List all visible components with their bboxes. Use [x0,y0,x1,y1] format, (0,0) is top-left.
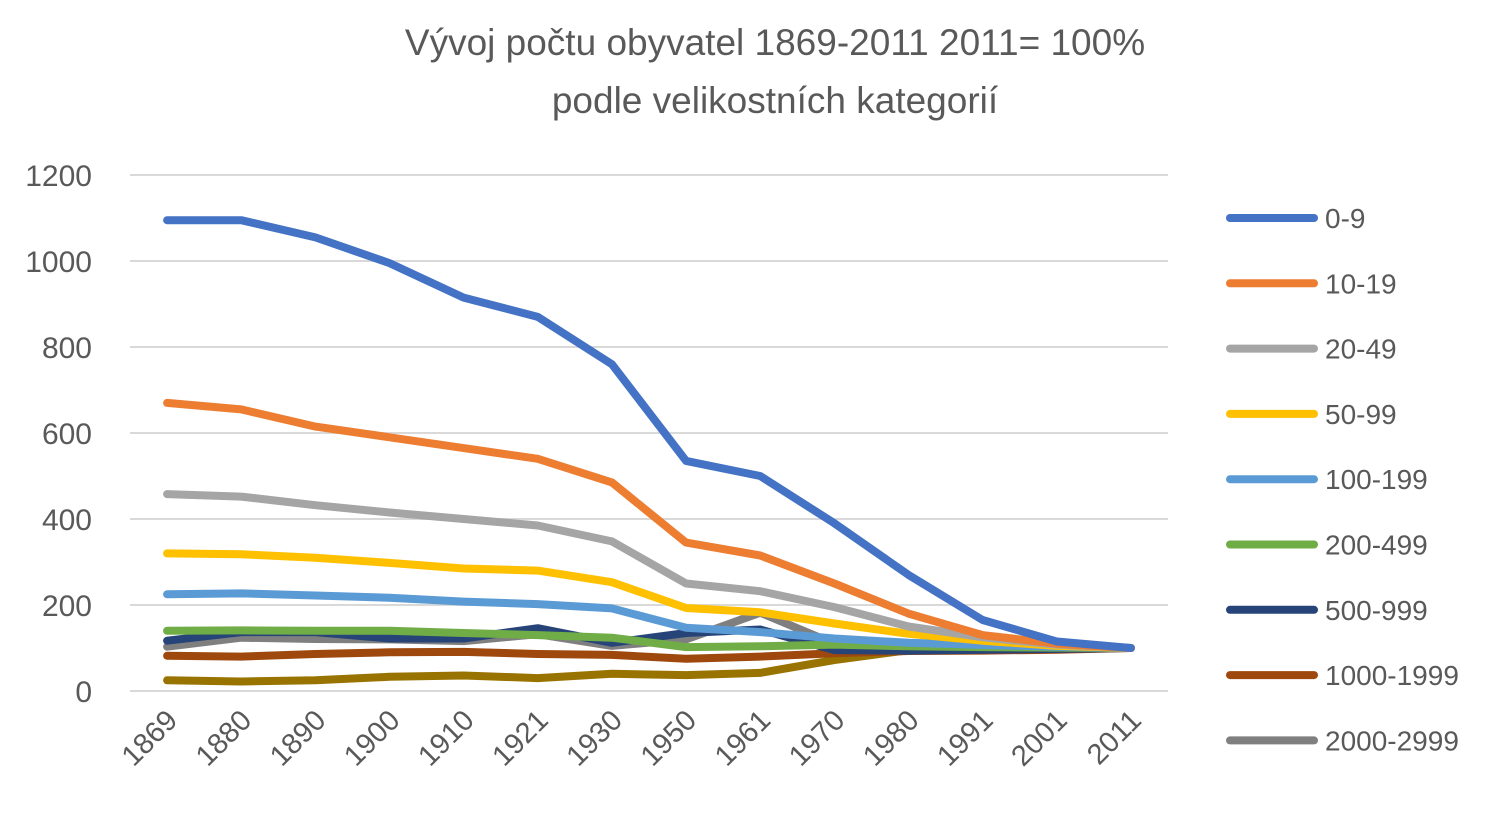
y-tick-label: 1200 [25,160,92,193]
legend-label: 50-99 [1325,399,1397,430]
x-tick-label: 1910 [412,704,480,772]
x-tick-label: 1921 [486,704,554,772]
chart-subtitle: podle velikostních kategorií [551,80,999,121]
y-tick-label: 800 [42,332,92,365]
x-tick-label: 2011 [1081,704,1148,771]
legend-label: 1000-1999 [1325,660,1459,691]
y-tick-label: 1000 [25,246,92,279]
legend-label: 100-199 [1325,464,1428,495]
y-tick-label: 0 [75,676,92,709]
legend-label: 20-49 [1325,334,1397,365]
legend-label: 0-9 [1325,203,1365,234]
x-tick-label: 2001 [1005,704,1073,772]
chart-title: Vývoj počtu obyvatel 1869-2011 2011= 100… [404,22,1146,63]
x-tick-label: 1991 [931,704,999,772]
y-tick-label: 400 [42,504,92,537]
legend-label: 500-999 [1325,595,1428,626]
series-line-100-199 [163,589,1135,652]
x-tick-label: 1890 [264,704,332,772]
gridlines [130,174,1168,692]
series-line-50-99 [163,549,1135,652]
legend: 0-9 10-19 20-49 50-99 100-199 200-499 500-999 1… [1226,203,1459,756]
x-tick-label: 1880 [190,704,258,772]
x-tick-label: 1900 [338,704,406,772]
x-tick-label: 1980 [857,704,925,772]
x-axis: 1869 1880 1890 1900 1910 1921 1930 1950 1961 1970… [116,704,1148,772]
x-tick-label: 1950 [635,704,703,772]
x-tick-label: 1961 [709,704,777,772]
series-line-10-19 [163,398,1135,652]
y-tick-label: 200 [42,590,92,623]
x-tick-label: 1869 [116,704,184,772]
x-tick-label: 1930 [561,704,629,772]
y-axis: 0 200 400 600 800 1000 1200 [25,160,92,709]
legend-label: 10-19 [1325,268,1397,299]
legend-label: 2000-2999 [1325,725,1459,756]
x-tick-label: 1970 [783,704,851,772]
legend-label: 200-499 [1325,530,1428,561]
series-lines [163,216,1135,686]
series-line-0-9 [163,216,1135,652]
y-tick-label: 600 [42,418,92,451]
